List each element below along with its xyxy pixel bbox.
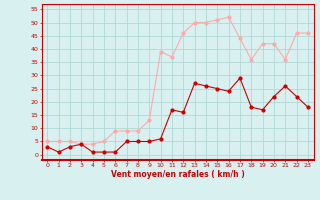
X-axis label: Vent moyen/en rafales ( km/h ): Vent moyen/en rafales ( km/h ) — [111, 170, 244, 179]
